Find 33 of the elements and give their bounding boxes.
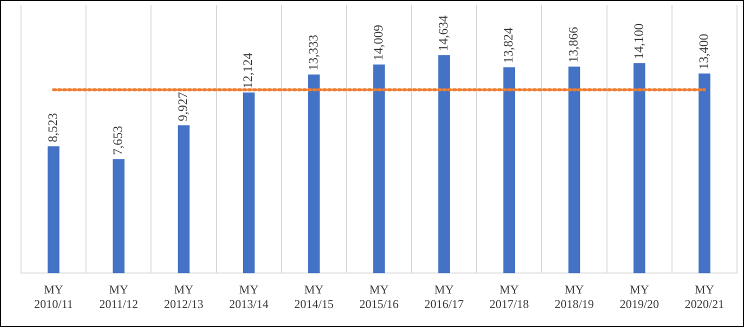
x-tick-label: MY 2020/21 (684, 282, 724, 311)
bar (242, 92, 255, 274)
data-label: 13,400 (696, 34, 711, 70)
bar (438, 55, 450, 274)
bar (634, 63, 646, 274)
bar (308, 74, 320, 274)
x-tick-label: MY 2012/13 (164, 282, 204, 311)
bar (568, 66, 580, 274)
bar (698, 74, 710, 274)
bar (373, 64, 385, 274)
data-label: 13,333 (305, 34, 320, 71)
x-tick-label: MY 2019/20 (620, 282, 660, 311)
bar (112, 159, 124, 274)
data-label: 14,100 (630, 23, 646, 60)
data-label: 8,523 (44, 112, 60, 142)
x-tick-label: MY 2018/19 (554, 282, 594, 311)
x-tick-label: MY 2014/15 (294, 282, 334, 311)
x-tick-label: MY 2011/12 (99, 282, 138, 311)
bar (48, 146, 60, 274)
bar (178, 125, 190, 274)
x-tick-label: MY 2016/17 (424, 282, 464, 311)
x-tick-label: MY 2010/11 (34, 282, 73, 311)
data-label: 13,824 (500, 26, 516, 64)
data-label: 14,009 (370, 24, 386, 60)
data-label: 12,124 (240, 52, 256, 89)
x-tick-label: MY 2013/14 (229, 282, 268, 311)
bar (503, 67, 516, 274)
data-label: 13,866 (566, 26, 581, 63)
x-tick-label: MY 2015/16 (359, 282, 399, 311)
data-label: 14,634 (436, 14, 451, 52)
data-label: 9,927 (175, 92, 190, 122)
x-tick-label: MY 2017/18 (490, 282, 529, 311)
data-label: 7,653 (110, 126, 126, 156)
